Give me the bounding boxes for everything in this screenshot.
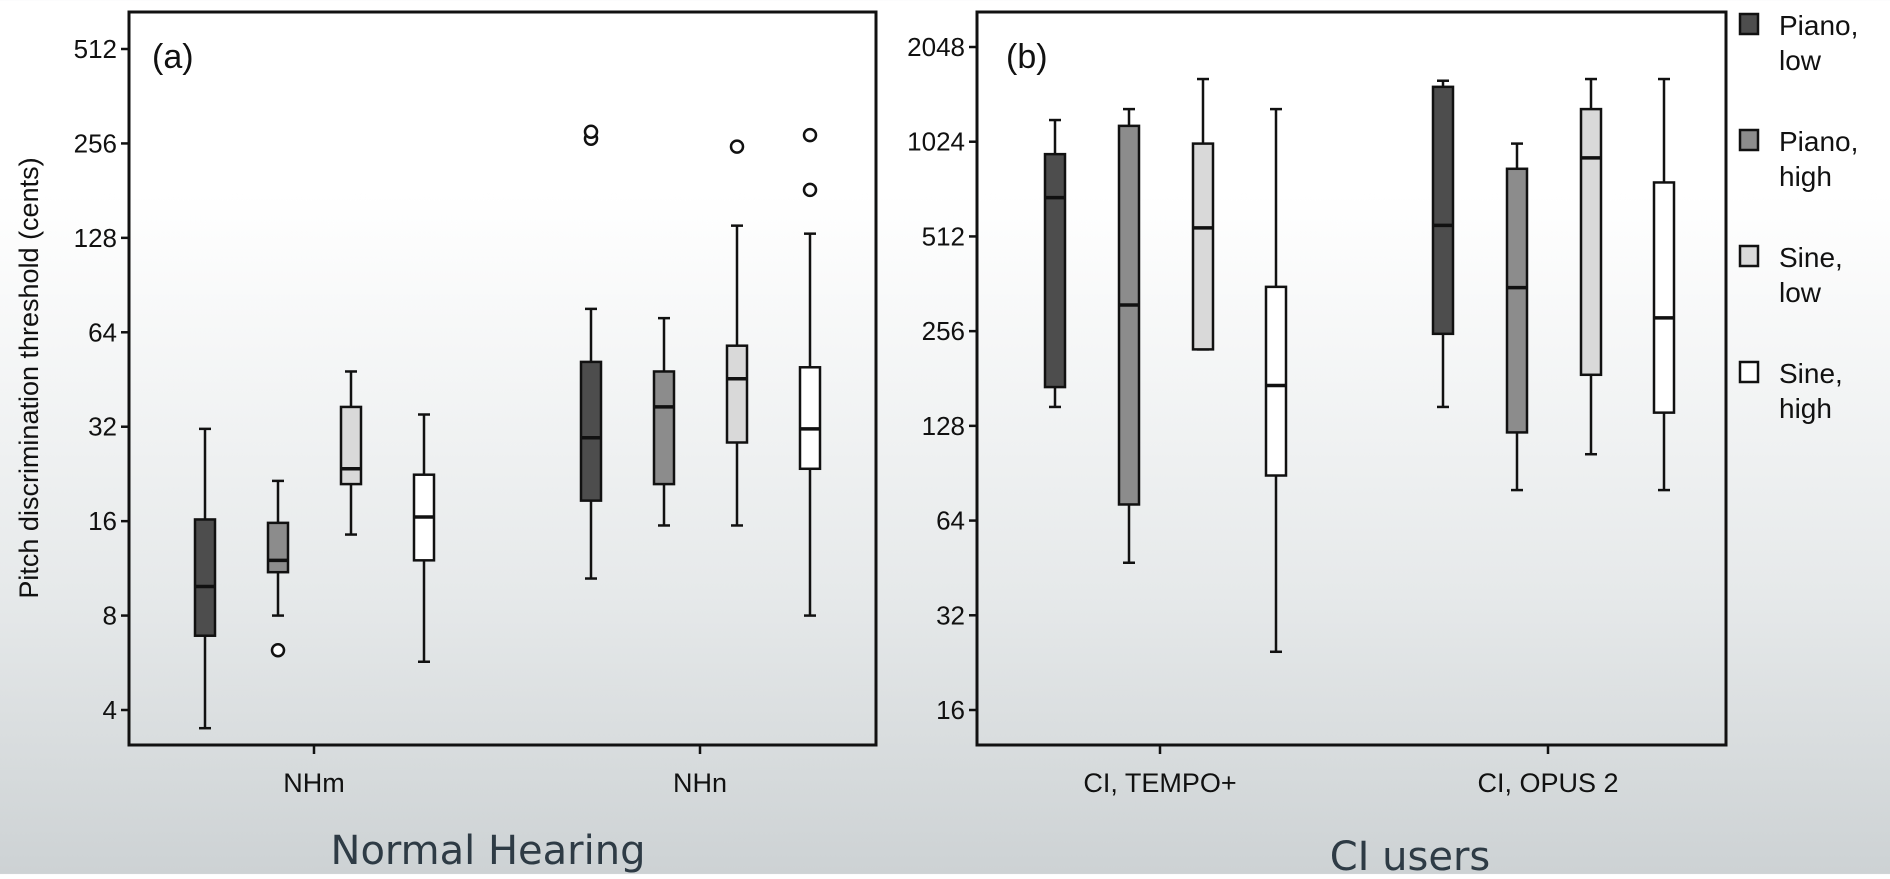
- box-sine-high: [412, 413, 436, 664]
- category-label: CI, OPUS 2: [1477, 768, 1618, 798]
- legend: Piano, low Piano, high Sine, low Sine, high: [1738, 10, 1858, 424]
- y-tick-label: 32: [88, 412, 117, 442]
- y-tick-label: 128: [74, 223, 117, 253]
- legend-label: high: [1779, 161, 1832, 192]
- box-piano-low: [1431, 79, 1455, 409]
- plot-frame-a: [127, 10, 878, 747]
- legend-label: Piano,: [1779, 10, 1858, 41]
- box-iqr: [339, 405, 363, 486]
- legend-label: Sine,: [1779, 242, 1843, 273]
- y-tick-label: 8: [103, 601, 117, 631]
- box-piano-high: [1117, 107, 1141, 565]
- legend-swatch: [1738, 360, 1760, 384]
- legend-label: low: [1779, 45, 1822, 76]
- box-iqr: [652, 370, 676, 486]
- box-iqr: [1191, 142, 1215, 351]
- outlier-point: [729, 139, 745, 154]
- box-iqr: [725, 344, 749, 444]
- legend-label: high: [1779, 393, 1832, 424]
- box-iqr: [1652, 181, 1676, 414]
- category-label: NHn: [673, 768, 727, 798]
- box-iqr: [266, 521, 290, 574]
- box-piano-high: [1505, 142, 1529, 492]
- legend-swatch: [1738, 128, 1760, 152]
- box-piano-low: [579, 124, 603, 580]
- box-iqr: [193, 518, 217, 637]
- box-iqr: [1505, 167, 1529, 434]
- outlier-point: [270, 643, 286, 658]
- legend-swatch: [1738, 12, 1760, 36]
- y-tick-label: 32: [936, 600, 965, 630]
- box-piano-high: [652, 316, 676, 527]
- box-iqr: [1264, 285, 1288, 477]
- y-tick-label: 256: [74, 128, 117, 158]
- y-axis-label: Pitch discrimination threshold (cents): [14, 157, 44, 598]
- group-title-normal-hearing: Normal Hearing: [331, 828, 646, 874]
- y-tick-label: 512: [922, 221, 965, 251]
- legend-label: low: [1779, 277, 1822, 308]
- outlier-point: [583, 124, 599, 139]
- box-iqr: [579, 360, 603, 502]
- y-tick-label: 256: [922, 316, 965, 346]
- box-sine-low: [1191, 77, 1215, 351]
- y-tick-label: 16: [88, 506, 117, 536]
- y-tick-label: 2048: [907, 32, 965, 62]
- category-label: CI, TEMPO+: [1083, 768, 1236, 798]
- box-iqr: [1579, 107, 1603, 377]
- y-tick-label: 1024: [907, 127, 965, 157]
- y-tick-label: 64: [936, 506, 965, 536]
- legend-label: Piano,: [1779, 126, 1858, 157]
- panel-label-a: (a): [152, 38, 194, 76]
- box-sine-low: [725, 139, 749, 527]
- box-iqr: [1117, 124, 1141, 506]
- box-sine-high: [1652, 77, 1676, 492]
- box-sine-high: [798, 127, 822, 617]
- box-iqr: [1431, 85, 1455, 336]
- plot-frame-b: [975, 10, 1728, 747]
- y-tick-label: 4: [103, 695, 117, 725]
- y-tick-label: 16: [936, 695, 965, 725]
- box-piano-low: [1043, 118, 1067, 409]
- box-piano-high: [266, 479, 290, 658]
- box-sine-low: [339, 370, 363, 536]
- group-title-ci-users: CI users: [1330, 834, 1491, 874]
- y-tick-label: 64: [88, 317, 117, 347]
- box-iqr: [1043, 152, 1067, 389]
- y-tick-label: 128: [922, 411, 965, 441]
- panel-b: (b) CI users 16 32 64 128 256 512 1024 2048 CI, …: [907, 10, 1728, 879]
- box-sine-high: [1264, 107, 1288, 654]
- box-piano-low: [193, 427, 217, 730]
- outlier-point: [802, 127, 818, 143]
- outlier-point: [802, 182, 818, 198]
- panel-label-b: (b): [1006, 38, 1048, 76]
- box-iqr: [798, 366, 822, 471]
- category-label: NHm: [283, 768, 345, 798]
- y-tick-label: 512: [74, 34, 117, 64]
- legend-label: Sine,: [1779, 358, 1843, 389]
- legend-swatch: [1738, 244, 1760, 268]
- box-sine-low: [1579, 77, 1603, 456]
- panel-a: (a) Pitch discrimination threshold (cent…: [14, 10, 878, 874]
